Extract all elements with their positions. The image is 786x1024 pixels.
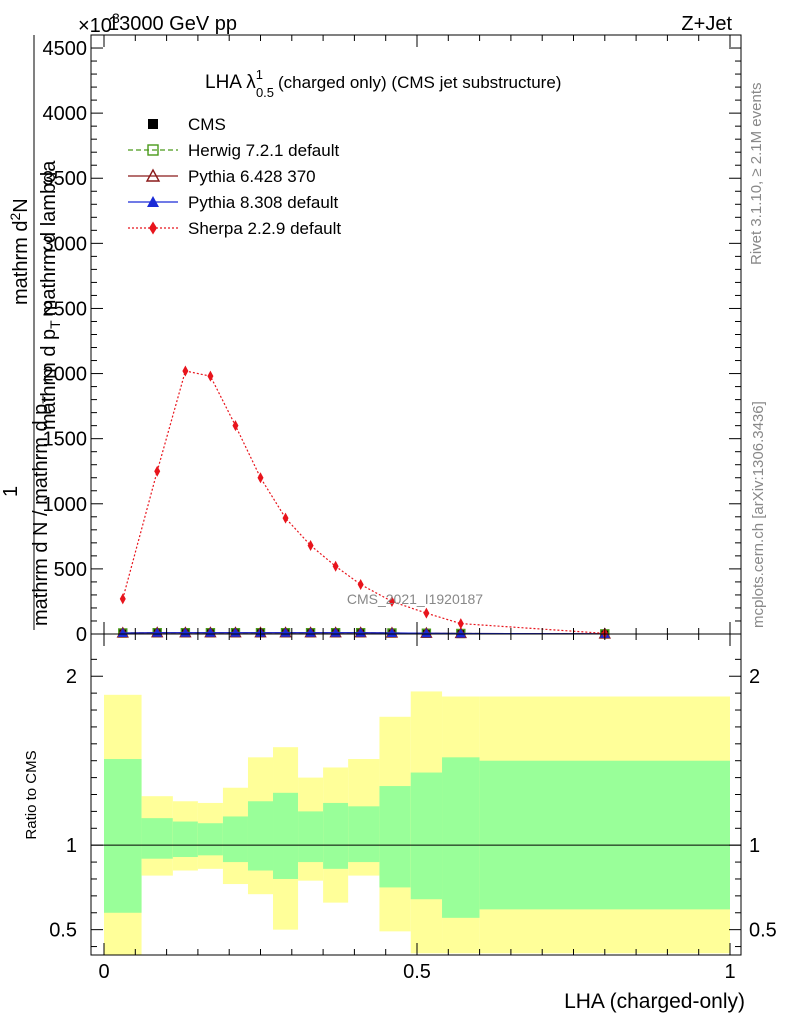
legend-label: CMS: [188, 115, 226, 134]
data-point: [282, 512, 289, 524]
ratio-y-tick-label: 0.5: [49, 920, 77, 942]
x-tick-label: 1: [724, 961, 735, 983]
y-tick-label: 3500: [43, 168, 88, 190]
data-point: [207, 370, 214, 382]
legend-label: Pythia 8.308 default: [188, 193, 339, 212]
y-tick-label: 1500: [43, 429, 88, 451]
legend-label: Sherpa 2.2.9 default: [188, 219, 341, 238]
x-axis-label: LHA (charged-only): [564, 990, 745, 1013]
legend-item: Pythia 6.428 370: [128, 167, 316, 186]
ratio-band-inner: [323, 802, 349, 869]
y-label-numerator: mathrm d2N: [7, 198, 32, 305]
ratio-band-inner: [197, 823, 223, 856]
data-point: [357, 579, 364, 591]
mcplots-label: mcplots.cern.ch [arXiv:1306.3436]: [750, 401, 767, 628]
x-tick-label: 0: [98, 961, 109, 983]
ratio-y-tick-label-right: 1: [749, 835, 760, 857]
ratio-y-tick-label: 2: [66, 666, 77, 688]
legend-item: Herwig 7.2.1 default: [128, 141, 339, 160]
ratio-y-tick-label-right: 2: [749, 666, 760, 688]
legend-item: CMS: [148, 115, 226, 134]
legend-item: Sherpa 2.2.9 default: [128, 219, 341, 238]
ratio-band-inner: [348, 806, 380, 863]
rivet-label: Rivet 3.1.10, ≥ 2.1M events: [748, 83, 765, 266]
ratio-band-inner: [247, 801, 274, 871]
y-label-line2: mathrm d N / mathrm d pT: [30, 395, 55, 626]
ratio-band-inner: [479, 760, 730, 910]
y-label-line1: 1: [0, 486, 22, 497]
data-point: [332, 560, 339, 572]
series-line: [122, 370, 605, 634]
ratio-band-inner: [104, 759, 142, 913]
y-tick-label: 1000: [43, 494, 88, 516]
y-tick-label: 500: [54, 559, 87, 581]
data-point: [257, 472, 264, 484]
data-point: [421, 628, 432, 638]
ratio-band-inner: [410, 772, 443, 900]
legend-item: Pythia 8.308 default: [128, 193, 339, 212]
y-tick-label: 3000: [43, 233, 88, 255]
y-tick-label: 2500: [43, 298, 88, 320]
legend-marker: [147, 144, 159, 156]
data-point: [307, 539, 314, 551]
ratio-panel: 0.5 0.5 1 1 2 2 0 0.5 1: [49, 633, 777, 983]
main-title: LHA λ1 0.5(charged only) (CMS jet substru…: [205, 67, 561, 100]
data-point: [117, 627, 128, 637]
y-tick-label: 4000: [43, 103, 88, 125]
y-label-denominator: mathrm d pTmathrm d lambda: [38, 160, 63, 430]
main-y-label: mathrm d N / mathrm d pT 1 mathrm d2N ma…: [0, 35, 63, 630]
legend-marker: [147, 196, 159, 207]
legend-label: Pythia 6.428 370: [188, 167, 316, 186]
analysis-watermark: CMS_2021_I1920187: [347, 591, 483, 607]
y-tick-label: 4500: [43, 38, 88, 60]
legend: CMS Herwig 7.2.1 default Pythia 6.428 370 P…: [128, 115, 341, 238]
data-point: [457, 618, 464, 630]
data-point: [154, 465, 161, 477]
data-point: [232, 420, 239, 432]
ratio-y-label: Ratio to CMS: [23, 750, 40, 839]
main-panel: 0 500 1000 1500 2000 2500 3000 3500 4000 4500 CMS…: [43, 34, 742, 646]
ratio-band-inner: [172, 821, 198, 858]
header-left: 13000 GeV pp: [108, 13, 237, 35]
ratio-band-inner: [442, 757, 480, 918]
ratio-band-inner: [379, 786, 411, 888]
legend-marker: [145, 168, 161, 182]
data-point: [388, 595, 395, 607]
data-point: [423, 607, 430, 619]
legend-marker: [148, 119, 158, 129]
data-point: [386, 627, 397, 637]
ratio-band-inner: [298, 811, 324, 863]
series-line: [122, 632, 605, 635]
data-point: [455, 628, 466, 638]
ratio-y-tick-label-right: 0.5: [749, 920, 777, 942]
ratio-y-tick-label: 1: [66, 835, 77, 857]
x-tick-label: 0.5: [403, 961, 431, 983]
data-point: [182, 365, 189, 377]
ratio-band-inner: [273, 792, 299, 879]
ratio-band-inner: [141, 818, 173, 859]
ratio-band-inner: [222, 816, 248, 863]
y-tick-label: 2000: [43, 364, 88, 386]
legend-label: Herwig 7.2.1 default: [188, 141, 339, 160]
legend-marker: [149, 221, 157, 235]
y-multiplier: ×103: [78, 10, 120, 37]
series-sherpa-2-2-9-default: [119, 365, 608, 639]
header-right: Z+Jet: [681, 13, 732, 35]
y-tick-label: 0: [76, 624, 87, 646]
data-point: [119, 593, 126, 605]
